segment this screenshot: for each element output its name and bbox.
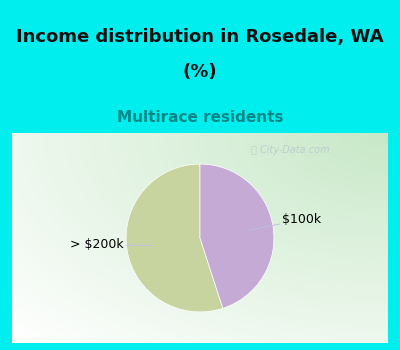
Text: Income distribution in Rosedale, WA: Income distribution in Rosedale, WA (16, 28, 384, 46)
Wedge shape (200, 164, 274, 308)
Text: (%): (%) (183, 63, 217, 81)
Text: Multirace residents: Multirace residents (117, 110, 283, 125)
Wedge shape (126, 164, 223, 312)
Text: ⓘ City-Data.com: ⓘ City-Data.com (251, 145, 330, 155)
Text: $100k: $100k (248, 213, 322, 231)
Text: > $200k: > $200k (70, 238, 152, 251)
